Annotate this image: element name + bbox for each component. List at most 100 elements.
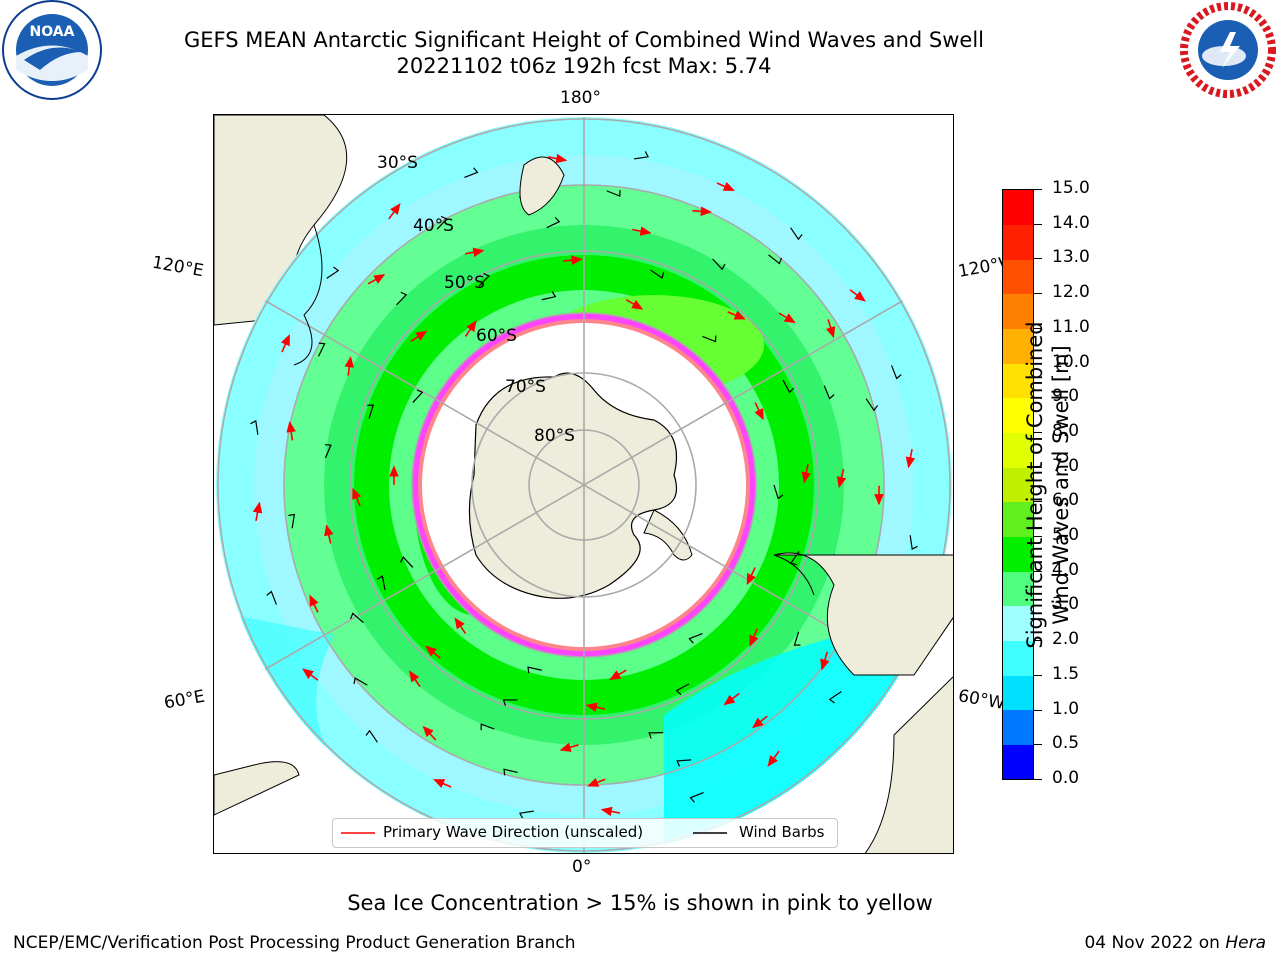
colorbar-segment <box>1003 363 1033 399</box>
wind-barb <box>326 266 340 279</box>
machine-name: Hera <box>1225 933 1266 953</box>
wave-direction-arrow <box>425 645 441 659</box>
wind-barb <box>288 513 296 529</box>
colorbar-tick <box>1034 779 1042 780</box>
wave-direction-arrow <box>465 247 485 258</box>
colorbar-segment <box>1003 605 1033 641</box>
colorbar-tick <box>1034 223 1042 225</box>
wind-barb <box>541 291 557 301</box>
wind-barb <box>909 535 918 550</box>
wave-direction-arrow <box>849 289 866 302</box>
wind-barb <box>891 365 902 380</box>
legend-primary-label: Primary Wave Direction (unscaled) <box>383 823 644 841</box>
colorbar-tick <box>1034 674 1042 676</box>
wind-barb <box>676 759 692 767</box>
wind-barb <box>478 272 490 287</box>
wave-direction-arrow <box>905 448 916 469</box>
credit-text: NCEP/EMC/Verification Post Processing Pr… <box>13 933 576 953</box>
wind-barb <box>688 632 703 644</box>
colorbar-tick <box>1034 501 1042 503</box>
colorbar-label-line2: Wind Waves and Swell [m] <box>1049 345 1073 625</box>
wave-direction-arrow <box>286 420 296 441</box>
wind-barb <box>828 691 842 704</box>
wave-direction-arrow <box>409 670 421 688</box>
colorbar-tick-label: 1.0 <box>1052 698 1080 719</box>
wave-direction-arrow <box>367 274 386 285</box>
wave-direction-arrow <box>563 255 583 265</box>
wind-barb <box>546 216 561 229</box>
wave-direction-arrow <box>344 356 355 376</box>
colorbar-tick-label: 4.0 <box>1052 559 1080 580</box>
wind-barb <box>606 190 621 197</box>
colorbar-tick <box>1034 744 1042 746</box>
wave-direction-arrow <box>754 402 764 421</box>
wind-barb <box>480 723 495 731</box>
chart-title: GEFS MEAN Antarctic Significant Height o… <box>183 28 985 52</box>
colorbar-tick-label: 10.0 <box>1052 351 1090 372</box>
wind-barb <box>412 389 424 403</box>
noaa-logo-icon: NOAA <box>0 0 104 104</box>
wind-barb <box>689 792 704 803</box>
colorbar-segment <box>1003 501 1033 537</box>
colorbar-segment <box>1003 536 1033 572</box>
wave-direction-arrow <box>352 487 362 507</box>
date-stamp: 04 Nov 2022 on Hera <box>1084 933 1266 953</box>
wind-barb <box>768 254 783 265</box>
colorbar-label-line1: Significant Height of Combined <box>1023 321 1047 649</box>
wind-barb <box>823 385 835 400</box>
wave-direction-arrow <box>585 702 605 713</box>
colorbar-tick-label: 0.0 <box>1052 768 1080 788</box>
wind-barb <box>650 269 665 279</box>
lat-label-70s: 70°S <box>505 377 546 397</box>
colorbar-tick-label: 5.0 <box>1052 525 1080 546</box>
wind-barb <box>349 612 364 623</box>
wave-direction-arrow <box>454 617 467 634</box>
wave-direction-arrow <box>749 628 759 647</box>
wind-barb <box>782 379 795 394</box>
wave-direction-arrow <box>600 806 621 817</box>
wave-direction-arrow <box>547 153 568 164</box>
wind-barb <box>519 810 534 819</box>
lat-label-50s: 50°S <box>444 273 485 293</box>
map-panel[interactable]: 30°S 40°S 50°S 60°S 70°S 80°S Primary Wa… <box>213 114 954 854</box>
colorbar-segment <box>1003 259 1033 295</box>
lon-label-0: 0° <box>572 857 592 877</box>
wind-barb <box>367 404 375 419</box>
colorbar-tick <box>1034 293 1042 295</box>
wave-direction-arrow <box>302 668 319 681</box>
colorbar-tick-label: 11.0 <box>1052 316 1090 337</box>
lat-label-30s: 30°S <box>377 153 418 173</box>
wave-direction-arrow <box>767 750 780 767</box>
wind-barb <box>865 398 879 412</box>
wind-barb <box>317 342 326 357</box>
colorbar-segment <box>1003 709 1033 745</box>
wave-direction-arrow <box>280 334 290 353</box>
wave-direction-arrow <box>433 779 452 789</box>
lat-label-40s: 40°S <box>413 216 454 236</box>
colorbar-segment <box>1003 224 1033 260</box>
colorbar-tick <box>1034 570 1042 572</box>
colorbar-segment <box>1003 190 1033 226</box>
lon-label-120e: 120°E <box>150 252 206 282</box>
primary-wave-direction-arrows <box>252 153 916 817</box>
wind-barb <box>324 444 332 459</box>
wind-barb <box>702 335 717 343</box>
colorbar-tick <box>1034 258 1042 260</box>
colorbar-label: Significant Height of Combined Wind Wave… <box>1022 285 1074 685</box>
colorbar-tick-label: 6.0 <box>1052 490 1080 511</box>
chart-subtitle: 20221102 t06z 192h fcst Max: 5.74 <box>396 54 772 78</box>
colorbar-tick-label: 14.0 <box>1052 212 1090 233</box>
wind-barb <box>250 420 259 435</box>
antarctic-wave-map: 30°S 40°S 50°S 60°S 70°S 80°S <box>214 115 953 853</box>
colorbar-tick <box>1034 605 1042 607</box>
colorbar-tick <box>1034 466 1042 468</box>
wind-barb <box>793 631 801 646</box>
legend-black-line-icon <box>693 832 727 834</box>
wind-barb <box>365 729 378 743</box>
lat-label-80s: 80°S <box>534 426 575 446</box>
wave-direction-arrow <box>625 299 644 310</box>
colorbar-tick-label: 7.0 <box>1052 455 1080 476</box>
lon-label-180: 180° <box>560 88 601 108</box>
wave-direction-arrow <box>309 594 319 613</box>
noaa-logo-text: NOAA <box>30 24 75 40</box>
